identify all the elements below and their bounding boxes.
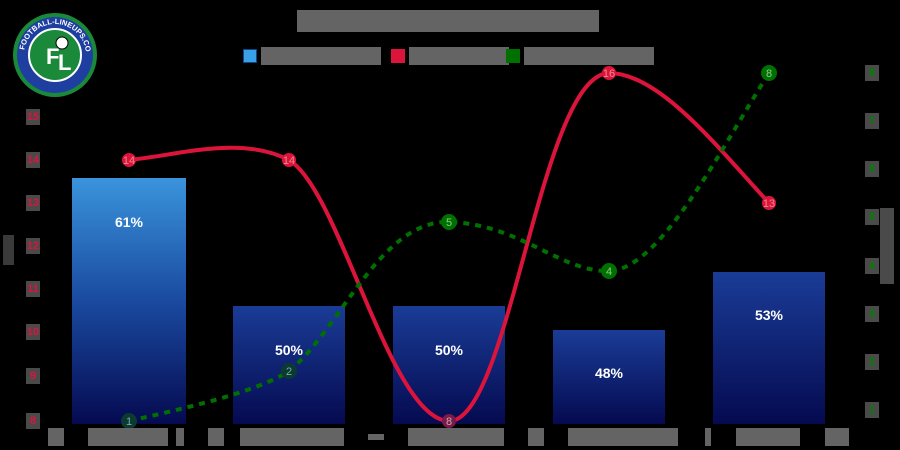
legend-swatch-blue-icon bbox=[243, 49, 257, 63]
x-axis-dash bbox=[368, 434, 384, 440]
right-axis-tick: 4 bbox=[865, 258, 879, 274]
x-tick-mark bbox=[48, 428, 64, 446]
left-axis-tick: 10 bbox=[26, 324, 40, 340]
svg-text:4: 4 bbox=[606, 266, 612, 278]
legend-label bbox=[261, 47, 381, 65]
x-tick-mark bbox=[825, 428, 849, 446]
legend-item-bar[interactable] bbox=[240, 47, 381, 65]
svg-text:16: 16 bbox=[603, 68, 615, 80]
bar-value-label: 50% bbox=[434, 342, 464, 358]
left-axis-tick: 15 bbox=[26, 109, 40, 125]
right-axis-tick: 8 bbox=[865, 65, 879, 81]
x-axis-label bbox=[240, 428, 344, 446]
right-axis-title bbox=[880, 208, 894, 284]
bar-value-label: 50% bbox=[274, 342, 304, 358]
x-axis-label bbox=[88, 428, 168, 446]
bar-4 bbox=[553, 330, 665, 424]
left-axis-tick: 9 bbox=[26, 368, 40, 384]
left-axis-tick: 13 bbox=[26, 195, 40, 211]
left-axis-tick: 8 bbox=[26, 413, 40, 429]
x-tick-mark bbox=[208, 428, 224, 446]
legend-item-green[interactable] bbox=[503, 47, 654, 65]
svg-text:1: 1 bbox=[126, 416, 132, 428]
left-axis-tick: 12 bbox=[26, 238, 40, 254]
x-axis-label bbox=[736, 428, 800, 446]
left-axis-title bbox=[3, 235, 14, 265]
left-axis-tick: 11 bbox=[26, 281, 40, 297]
bar-value-label: 61% bbox=[114, 214, 144, 230]
bar-value-label: 48% bbox=[594, 365, 624, 381]
right-axis-tick: 3 bbox=[865, 306, 879, 322]
x-axis-label bbox=[568, 428, 678, 446]
bar-5 bbox=[713, 272, 825, 424]
x-axis-label-fragment bbox=[705, 428, 711, 446]
red-line bbox=[128, 70, 771, 424]
svg-text:8: 8 bbox=[766, 68, 772, 80]
legend-label bbox=[524, 47, 654, 65]
legend-swatch-green-icon bbox=[506, 49, 520, 63]
legend-label bbox=[409, 47, 509, 65]
bar-value-label: 53% bbox=[754, 307, 784, 323]
x-tick-mark bbox=[528, 428, 544, 446]
x-axis-label-fragment bbox=[176, 428, 184, 446]
logo: F L FOOTBALL-LINEUPS.COM bbox=[9, 5, 98, 98]
svg-text:L: L bbox=[58, 50, 71, 75]
right-axis-tick: 7 bbox=[865, 113, 879, 129]
right-axis-tick: 2 bbox=[865, 354, 879, 370]
svg-text:13: 13 bbox=[763, 198, 775, 210]
svg-text:14: 14 bbox=[123, 155, 135, 167]
svg-text:2: 2 bbox=[286, 366, 292, 378]
green-line bbox=[128, 71, 771, 423]
right-axis-tick: 6 bbox=[865, 161, 879, 177]
svg-text:14: 14 bbox=[283, 155, 295, 167]
svg-text:5: 5 bbox=[446, 217, 452, 229]
right-axis-tick: 5 bbox=[865, 209, 879, 225]
legend-swatch-red-icon bbox=[391, 49, 405, 63]
legend-item-red[interactable] bbox=[388, 47, 509, 65]
left-axis-tick: 14 bbox=[26, 152, 40, 168]
bar-3 bbox=[393, 306, 505, 424]
chart-title bbox=[297, 10, 599, 32]
svg-text:8: 8 bbox=[446, 416, 452, 428]
bar-1 bbox=[72, 178, 186, 424]
x-axis-label bbox=[408, 428, 504, 446]
right-axis-tick: 1 bbox=[865, 402, 879, 418]
svg-text:F: F bbox=[46, 44, 59, 69]
